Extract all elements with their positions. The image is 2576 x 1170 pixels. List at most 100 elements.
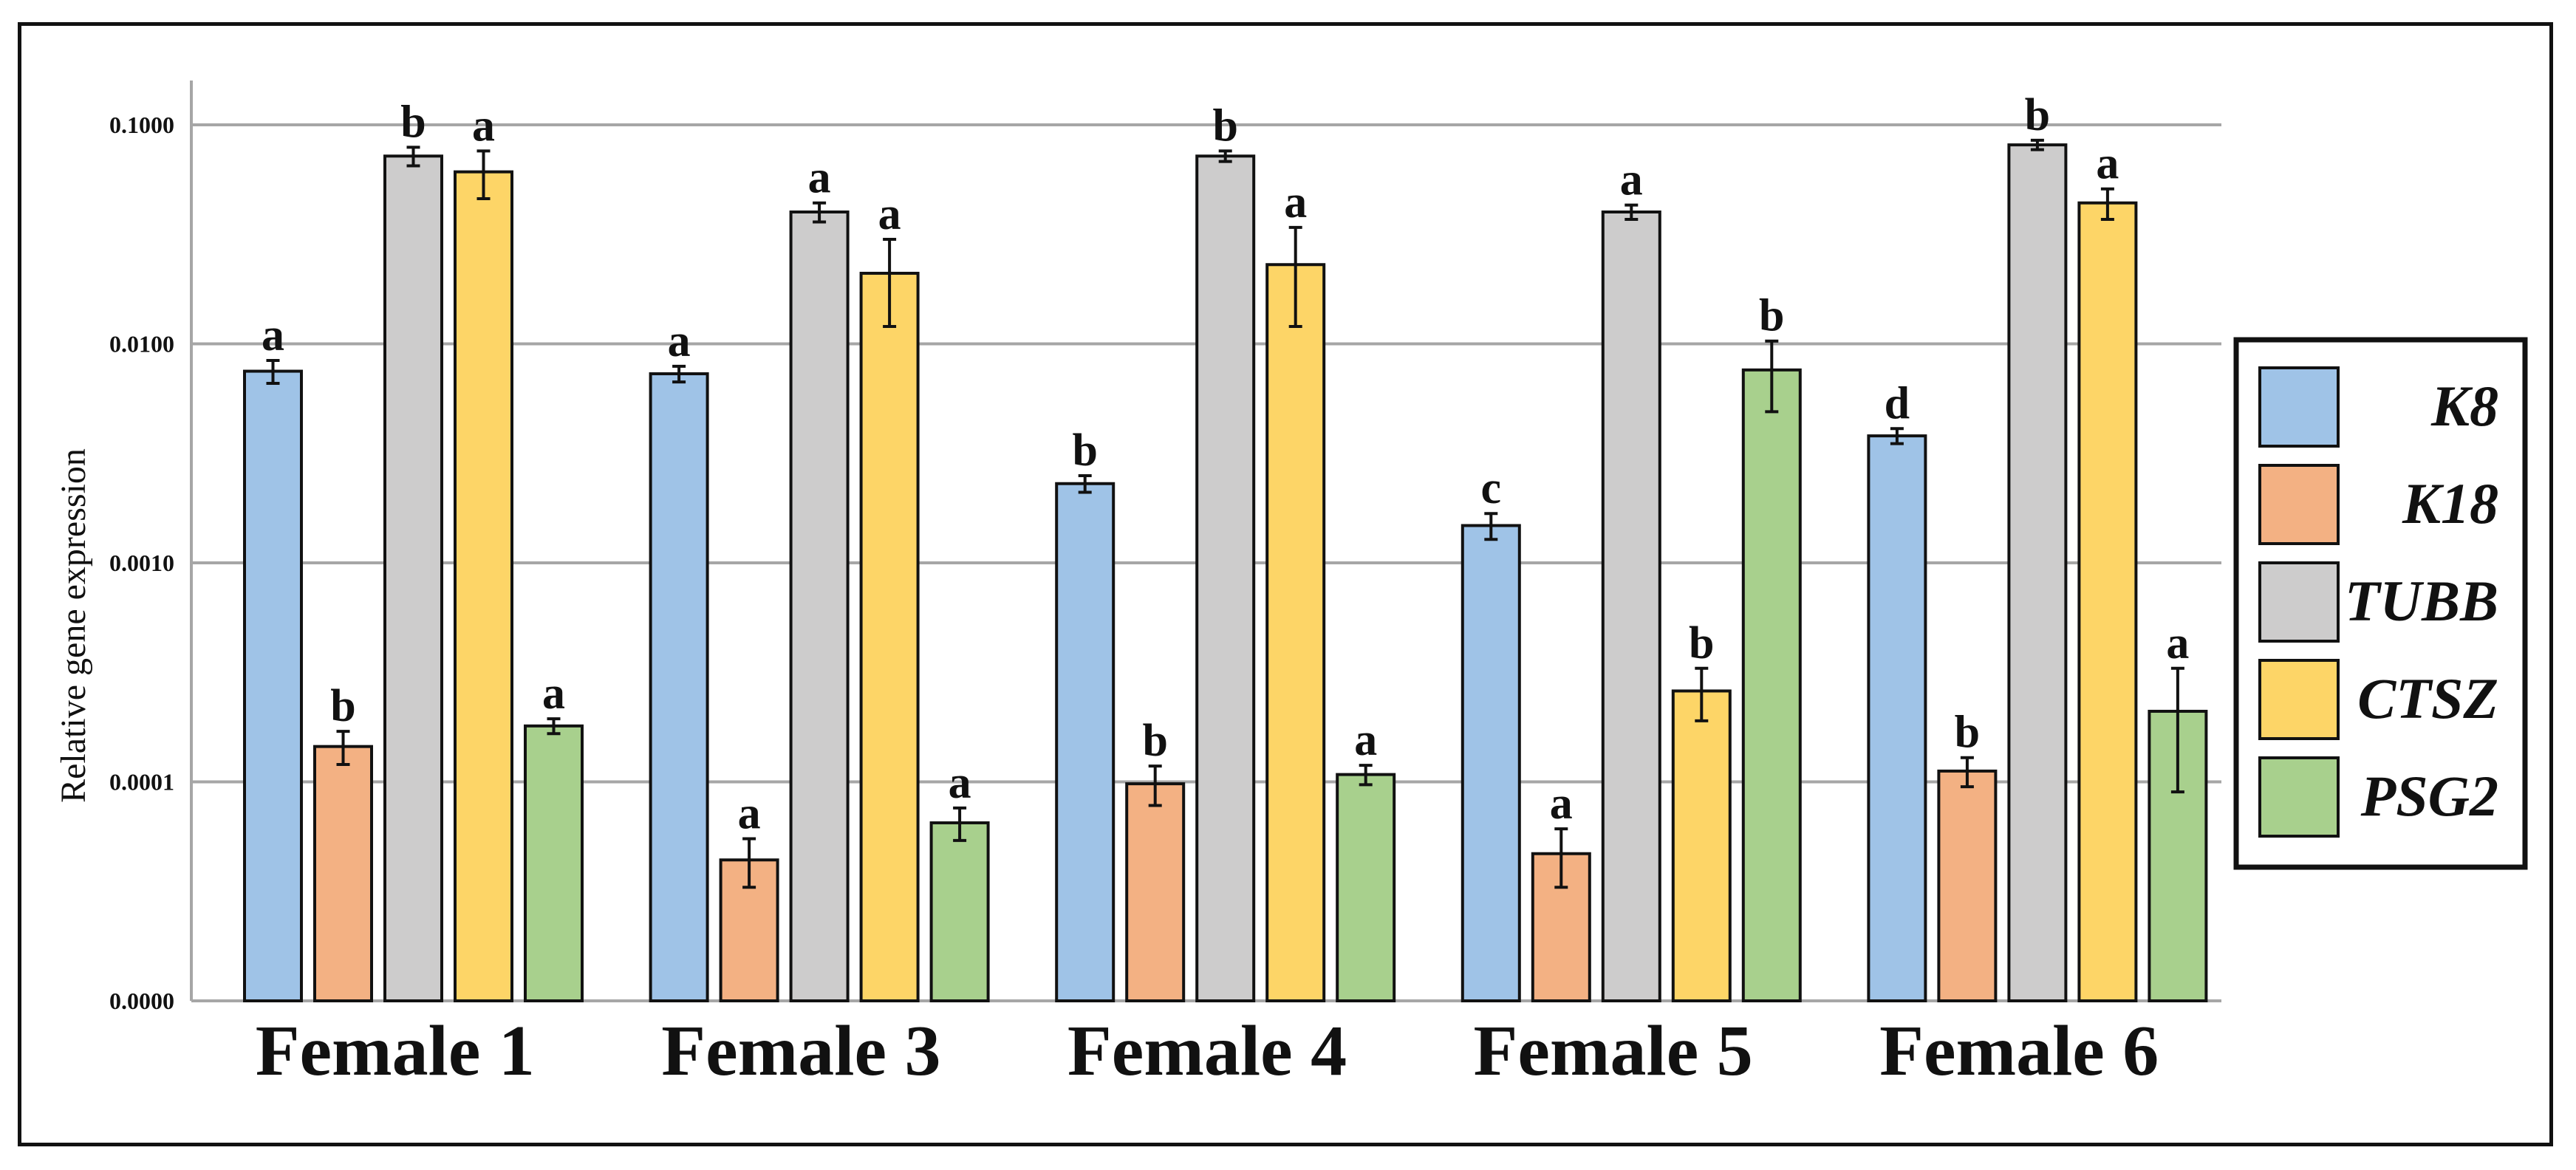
significance-letter: a [738, 788, 761, 838]
legend-label: K18 [2402, 471, 2498, 536]
legend-label: K8 [2430, 374, 2498, 438]
y-axis-label: Relative gene expression [54, 448, 93, 803]
bars [243, 143, 2208, 1003]
error-bar [2100, 187, 2114, 222]
bar-k18-female-4 [1125, 782, 1186, 1002]
significance-letter: b [330, 681, 355, 731]
significance-letter: a [949, 758, 971, 808]
error-bar [1624, 203, 1639, 222]
legend-swatch [2258, 366, 2340, 448]
legend-label: PSG2 [2360, 764, 2498, 828]
bar-tubb-female-1 [383, 154, 443, 1003]
error-bar [883, 238, 897, 329]
y-tick-label: 0.0100 [109, 331, 174, 358]
significance-letter: a [472, 100, 495, 151]
error-bar [1218, 149, 1232, 163]
error-bar [953, 806, 967, 842]
error-bar [1288, 225, 1302, 329]
bar-chart: 0.0000 0.0001 0.0010 0.0100 0.1000 Relative … [54, 81, 2528, 1091]
significance-letter: a [542, 668, 565, 719]
bar-k8-female-1 [243, 369, 303, 1003]
chart-frame: 0.0000 0.0001 0.0010 0.0100 0.1000 Relative … [18, 22, 2553, 1146]
x-group-label: Female 5 [1473, 1011, 1752, 1091]
error-bar [1765, 339, 1779, 414]
y-axis-ticks: 0.0000 0.0001 0.0010 0.0100 0.1000 [109, 112, 174, 1014]
significance-letter: a [1620, 155, 1643, 205]
significance-letter: b [1072, 425, 1097, 476]
bar-k8-female-6 [1867, 434, 1927, 1002]
significance-letter: b [400, 97, 426, 147]
error-bar [266, 358, 280, 386]
y-tick-label: 0.0001 [109, 769, 174, 796]
legend-item-psg2: PSG2 [2258, 756, 2498, 838]
significance-letter: a [262, 310, 284, 360]
bar-ctsz-female-1 [454, 170, 513, 1003]
error-bar [1148, 764, 1162, 807]
legend-swatch [2258, 659, 2340, 740]
legend-swatch [2258, 561, 2340, 643]
bar-psg2-female-4 [1336, 773, 1396, 1002]
error-bar [1554, 827, 1568, 889]
bar-tubb-female-6 [2007, 143, 2068, 1003]
error-bar [336, 730, 350, 767]
bar-psg2-female-3 [929, 821, 990, 1002]
bar-tubb-female-4 [1195, 154, 1256, 1003]
legend-swatch [2258, 464, 2340, 545]
y-tick-label: 0.0000 [109, 988, 174, 1014]
significance-letter: a [2096, 139, 2119, 189]
x-group-label: Female 3 [661, 1011, 940, 1091]
significance-letter: b [1212, 100, 1237, 151]
bar-ctsz-female-6 [2077, 201, 2138, 1002]
legend-label: TUBB [2345, 569, 2498, 633]
x-group-label: Female 6 [1879, 1011, 2159, 1091]
significance-letter: a [1550, 779, 1573, 829]
significance-letter: c [1481, 463, 1502, 513]
bar-ctsz-female-3 [859, 271, 920, 1002]
error-bar [742, 837, 756, 889]
error-bar [1890, 427, 1904, 445]
bar-k8-female-5 [1460, 524, 1521, 1002]
bar-psg2-female-5 [1741, 368, 1802, 1003]
legend-item-tubb: TUBB [2258, 561, 2498, 643]
significance-letter: a [878, 189, 901, 239]
significance-letter: b [2025, 90, 2050, 140]
error-bar [2030, 138, 2044, 151]
bar-psg2-female-1 [524, 724, 584, 1002]
legend-swatch [2258, 756, 2340, 838]
error-bar [1359, 764, 1373, 787]
x-group-label: Female 1 [256, 1011, 535, 1091]
x-group-label: Female 4 [1067, 1011, 1347, 1091]
error-bar [813, 201, 827, 224]
significance-letter: b [1955, 708, 1980, 758]
legend-item-k18: K18 [2258, 464, 2498, 545]
significance-letter: b [1759, 291, 1784, 341]
bar-k18-female-1 [313, 745, 373, 1002]
legend: K8 K18 TUBB CTSZ PSG2 [2233, 337, 2528, 870]
legend-items: K8 K18 TUBB CTSZ PSG2 [2258, 366, 2498, 838]
error-bar [1078, 474, 1092, 494]
legend-item-ctsz: CTSZ [2258, 659, 2498, 740]
significance-letter: a [808, 153, 831, 203]
significance-letter: b [1689, 618, 1714, 668]
bar-tubb-female-5 [1601, 210, 1661, 1002]
bar-k18-female-6 [1937, 769, 1998, 1002]
significance-letter: a [1284, 177, 1307, 228]
y-tick-label: 0.0010 [109, 550, 174, 576]
significance-letter: a [1354, 715, 1377, 765]
legend-label: CTSZ [2357, 666, 2498, 731]
error-bars [266, 138, 2184, 889]
error-bar [672, 364, 686, 384]
significance-letter: d [1885, 378, 1910, 428]
significance-letter: a [2166, 618, 2189, 668]
error-bar [1695, 666, 1709, 722]
bar-ctsz-female-4 [1265, 263, 1326, 1003]
y-tick-label: 0.1000 [109, 112, 174, 138]
significance-letter: b [1142, 716, 1167, 766]
legend-item-k8: K8 [2258, 366, 2498, 448]
error-bar [406, 146, 420, 168]
bar-ctsz-female-5 [1671, 689, 1732, 1002]
bar-tubb-female-3 [789, 210, 850, 1002]
error-bar [1484, 512, 1498, 541]
bar-k8-female-3 [649, 372, 709, 1002]
